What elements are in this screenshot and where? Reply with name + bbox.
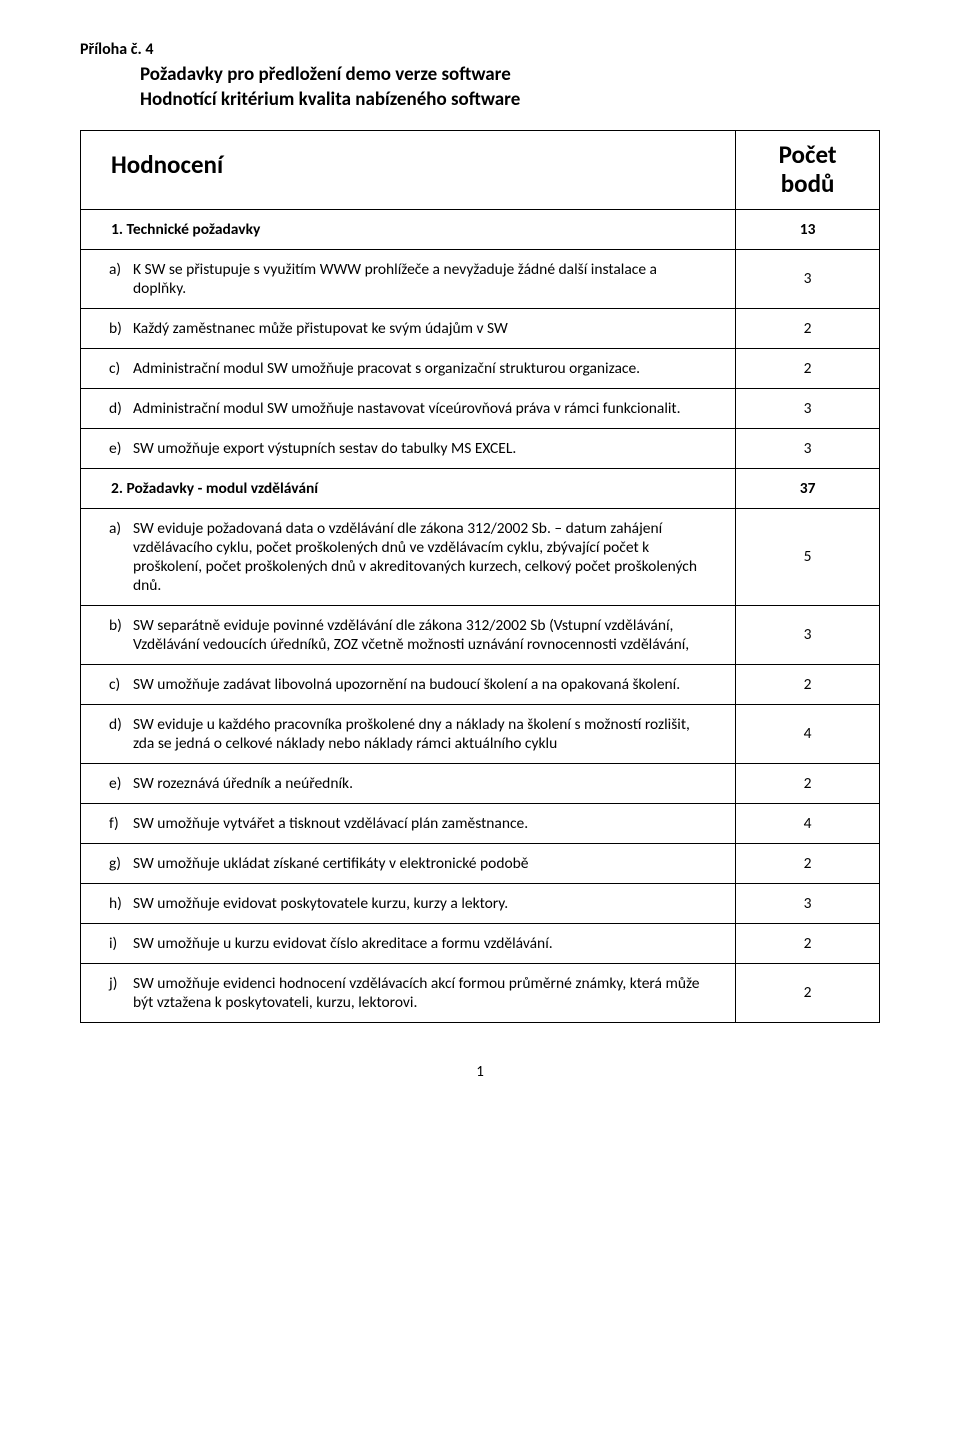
item-text: SW umožňuje zadávat libovolná upozornění… [133,675,705,694]
item-text: Administrační modul SW umožňuje nastavov… [133,399,705,418]
item-letter: c) [109,675,133,694]
item-letter: g) [109,854,133,873]
item-row: f)SW umožňuje vytvářet a tisknout vzdělá… [81,803,880,843]
item-text: SW eviduje u každého pracovníka proškole… [133,715,705,753]
document-page: Příloha č. 4 Požadavky pro předložení de… [0,0,960,1121]
item-text-cell: j)SW umožňuje evidenci hodnocení vzděláv… [81,963,736,1022]
item-text: SW umožňuje u kurzu evidovat číslo akred… [133,934,705,953]
item-letter: a) [109,260,133,279]
item-row: b)SW separátně eviduje povinné vzděláván… [81,605,880,664]
evaluation-table: Hodnocení Počet bodů 1. Technické požada… [80,130,880,1023]
item-text: K SW se přistupuje s využitím WWW prohlí… [133,260,705,298]
item-text-cell: f)SW umožňuje vytvářet a tisknout vzdělá… [81,803,736,843]
item-letter: e) [109,774,133,793]
item-text-cell: i)SW umožňuje u kurzu evidovat číslo akr… [81,923,736,963]
item-points: 4 [736,803,880,843]
item-letter: a) [109,519,133,538]
item-text-cell: b)SW separátně eviduje povinné vzděláván… [81,605,736,664]
item-text-cell: d)SW eviduje u každého pracovníka proško… [81,704,736,763]
item-row: c)Administrační modul SW umožňuje pracov… [81,348,880,388]
item-text-cell: e)SW rozeznává úředník a neúředník. [81,763,736,803]
item-points: 3 [736,605,880,664]
item-letter: h) [109,894,133,913]
item-row: e)SW rozeznává úředník a neúředník.2 [81,763,880,803]
item-points: 2 [736,664,880,704]
section-title: 2. Požadavky - modul vzdělávání [81,468,736,508]
item-text-cell: g)SW umožňuje ukládat získané certifikát… [81,843,736,883]
item-text: Každý zaměstnanec může přistupovat ke sv… [133,319,705,338]
item-letter: d) [109,715,133,734]
section-points: 13 [736,209,880,249]
item-text: SW separátně eviduje povinné vzdělávání … [133,616,705,654]
item-text: SW umožňuje ukládat získané certifikáty … [133,854,705,873]
header-right-cell: Počet bodů [736,131,880,210]
item-row: a)SW eviduje požadovaná data o vzděláván… [81,508,880,605]
item-letter: i) [109,934,133,953]
item-points: 5 [736,508,880,605]
item-points: 2 [736,963,880,1022]
page-number: 1 [80,1063,880,1081]
item-text-cell: e)SW umožňuje export výstupních sestav d… [81,428,736,468]
item-text-cell: c)SW umožňuje zadávat libovolná upozorně… [81,664,736,704]
item-row: a)K SW se přistupuje s využitím WWW proh… [81,249,880,308]
item-text: SW umožňuje export výstupních sestav do … [133,439,705,458]
item-points: 2 [736,843,880,883]
section-row: 2. Požadavky - modul vzdělávání37 [81,468,880,508]
item-text: Administrační modul SW umožňuje pracovat… [133,359,705,378]
title-block: Požadavky pro předložení demo verze soft… [140,63,880,112]
item-letter: b) [109,616,133,635]
header-right-line2: bodů [746,170,869,199]
item-row: g)SW umožňuje ukládat získané certifikát… [81,843,880,883]
item-text-cell: a)SW eviduje požadovaná data o vzděláván… [81,508,736,605]
attachment-label: Příloha č. 4 [80,40,880,59]
item-row: j)SW umožňuje evidenci hodnocení vzděláv… [81,963,880,1022]
item-text: SW umožňuje evidenci hodnocení vzdělávac… [133,974,705,1012]
item-text: SW umožňuje evidovat poskytovatele kurzu… [133,894,705,913]
item-letter: j) [109,974,133,993]
item-points: 2 [736,348,880,388]
item-points: 2 [736,308,880,348]
item-letter: b) [109,319,133,338]
item-text-cell: a)K SW se přistupuje s využitím WWW proh… [81,249,736,308]
item-points: 2 [736,923,880,963]
table-header-row: Hodnocení Počet bodů [81,131,880,210]
title-line-1: Požadavky pro předložení demo verze soft… [140,63,880,88]
item-letter: c) [109,359,133,378]
item-text-cell: c)Administrační modul SW umožňuje pracov… [81,348,736,388]
item-letter: f) [109,814,133,833]
item-text-cell: d)Administrační modul SW umožňuje nastav… [81,388,736,428]
item-text: SW eviduje požadovaná data o vzdělávání … [133,519,705,595]
item-row: d)SW eviduje u každého pracovníka proško… [81,704,880,763]
section-title: 1. Technické požadavky [81,209,736,249]
item-row: i)SW umožňuje u kurzu evidovat číslo akr… [81,923,880,963]
section-points: 37 [736,468,880,508]
item-points: 4 [736,704,880,763]
item-text-cell: h)SW umožňuje evidovat poskytovatele kur… [81,883,736,923]
title-line-2: Hodnotící kritérium kvalita nabízeného s… [140,88,880,113]
header-left-cell: Hodnocení [81,131,736,210]
item-letter: e) [109,439,133,458]
item-letter: d) [109,399,133,418]
item-row: b)Každý zaměstnanec může přistupovat ke … [81,308,880,348]
item-points: 3 [736,249,880,308]
item-points: 3 [736,883,880,923]
item-text-cell: b)Každý zaměstnanec může přistupovat ke … [81,308,736,348]
section-row: 1. Technické požadavky13 [81,209,880,249]
item-row: c)SW umožňuje zadávat libovolná upozorně… [81,664,880,704]
item-points: 3 [736,388,880,428]
item-row: e)SW umožňuje export výstupních sestav d… [81,428,880,468]
item-row: d)Administrační modul SW umožňuje nastav… [81,388,880,428]
item-text: SW rozeznává úředník a neúředník. [133,774,705,793]
item-points: 2 [736,763,880,803]
item-text: SW umožňuje vytvářet a tisknout vzděláva… [133,814,705,833]
item-row: h)SW umožňuje evidovat poskytovatele kur… [81,883,880,923]
item-points: 3 [736,428,880,468]
header-right-line1: Počet [746,141,869,170]
